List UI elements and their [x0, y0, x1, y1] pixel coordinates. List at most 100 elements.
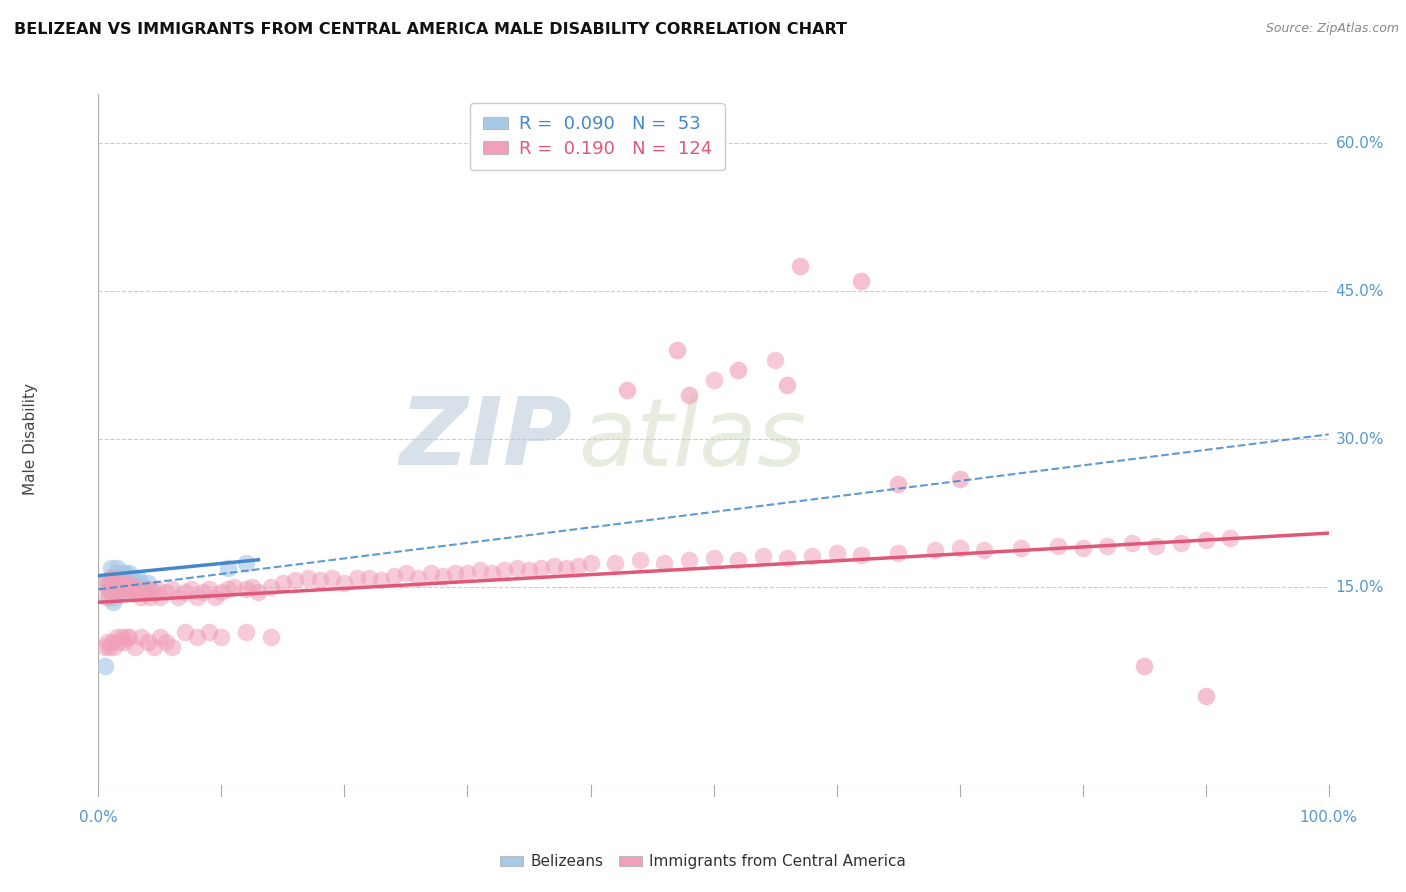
Point	[122, 581, 145, 595]
Point	[114, 581, 136, 595]
Point	[105, 571, 128, 585]
Point	[100, 571, 122, 585]
Point	[112, 582, 135, 597]
Point	[186, 630, 208, 644]
Point	[107, 575, 129, 590]
Point	[167, 591, 190, 605]
Point	[114, 575, 136, 590]
Point	[120, 575, 142, 590]
Point	[121, 571, 143, 585]
Point	[1219, 531, 1241, 545]
Point	[103, 582, 125, 597]
Point	[652, 556, 676, 570]
Point	[579, 556, 602, 570]
Point	[849, 274, 872, 288]
Text: 100.0%: 100.0%	[1299, 810, 1358, 825]
Point	[98, 575, 121, 590]
Point	[115, 585, 138, 599]
Point	[271, 575, 294, 590]
Point	[155, 585, 177, 599]
Point	[149, 630, 172, 644]
Point	[93, 640, 115, 654]
Point	[97, 582, 120, 597]
Point	[887, 546, 910, 560]
Point	[127, 582, 149, 597]
Point	[118, 575, 141, 590]
Point	[382, 568, 405, 582]
Point	[112, 566, 135, 580]
Point	[103, 575, 125, 590]
Point	[408, 571, 430, 585]
Point	[235, 624, 257, 639]
Point	[112, 571, 135, 585]
Point	[359, 571, 381, 585]
Text: 30.0%: 30.0%	[1336, 432, 1384, 447]
Point	[260, 581, 283, 595]
Point	[100, 560, 122, 574]
Point	[117, 571, 139, 585]
Point	[131, 575, 153, 590]
Point	[112, 581, 135, 595]
Point	[628, 553, 651, 567]
Point	[346, 571, 368, 585]
Point	[110, 581, 132, 595]
Point	[108, 634, 131, 648]
Point	[93, 659, 115, 673]
Point	[146, 582, 169, 597]
Point	[115, 575, 138, 590]
Point	[136, 634, 159, 648]
Point	[107, 582, 129, 597]
Point	[124, 640, 146, 654]
Point	[198, 582, 221, 597]
Point	[122, 575, 145, 590]
Point	[162, 582, 183, 597]
Point	[111, 581, 134, 595]
Point	[191, 585, 214, 599]
Point	[567, 558, 589, 573]
Point	[924, 542, 946, 557]
Point	[370, 573, 392, 587]
Point	[98, 591, 121, 605]
Point	[973, 542, 995, 557]
Point	[124, 575, 146, 590]
Point	[530, 560, 553, 574]
Point	[1071, 541, 1094, 555]
Point	[134, 585, 156, 599]
Point	[776, 378, 799, 392]
Point	[543, 558, 565, 573]
Point	[155, 634, 177, 648]
Point	[111, 571, 134, 585]
Point	[111, 630, 134, 644]
Point	[801, 549, 824, 563]
Point	[142, 640, 165, 654]
Point	[789, 260, 811, 274]
Point	[173, 585, 195, 599]
Point	[97, 582, 120, 597]
Point	[180, 582, 202, 597]
Point	[118, 575, 141, 590]
Point	[103, 595, 125, 609]
Point	[235, 582, 257, 597]
Point	[120, 582, 142, 597]
Text: 15.0%: 15.0%	[1336, 580, 1384, 595]
Point	[100, 581, 122, 595]
Point	[1195, 689, 1218, 703]
Point	[100, 571, 122, 585]
Point	[96, 634, 118, 648]
Point	[395, 566, 418, 580]
Point	[105, 571, 128, 585]
Point	[104, 591, 127, 605]
Point	[444, 566, 467, 580]
Point	[108, 571, 131, 585]
Point	[131, 591, 153, 605]
Point	[118, 630, 141, 644]
Point	[1195, 533, 1218, 547]
Point	[887, 476, 910, 491]
Point	[260, 630, 283, 644]
Point	[105, 560, 128, 574]
Point	[432, 568, 454, 582]
Point	[703, 550, 725, 565]
Point	[506, 560, 529, 574]
Point	[101, 634, 124, 648]
Point	[727, 553, 749, 567]
